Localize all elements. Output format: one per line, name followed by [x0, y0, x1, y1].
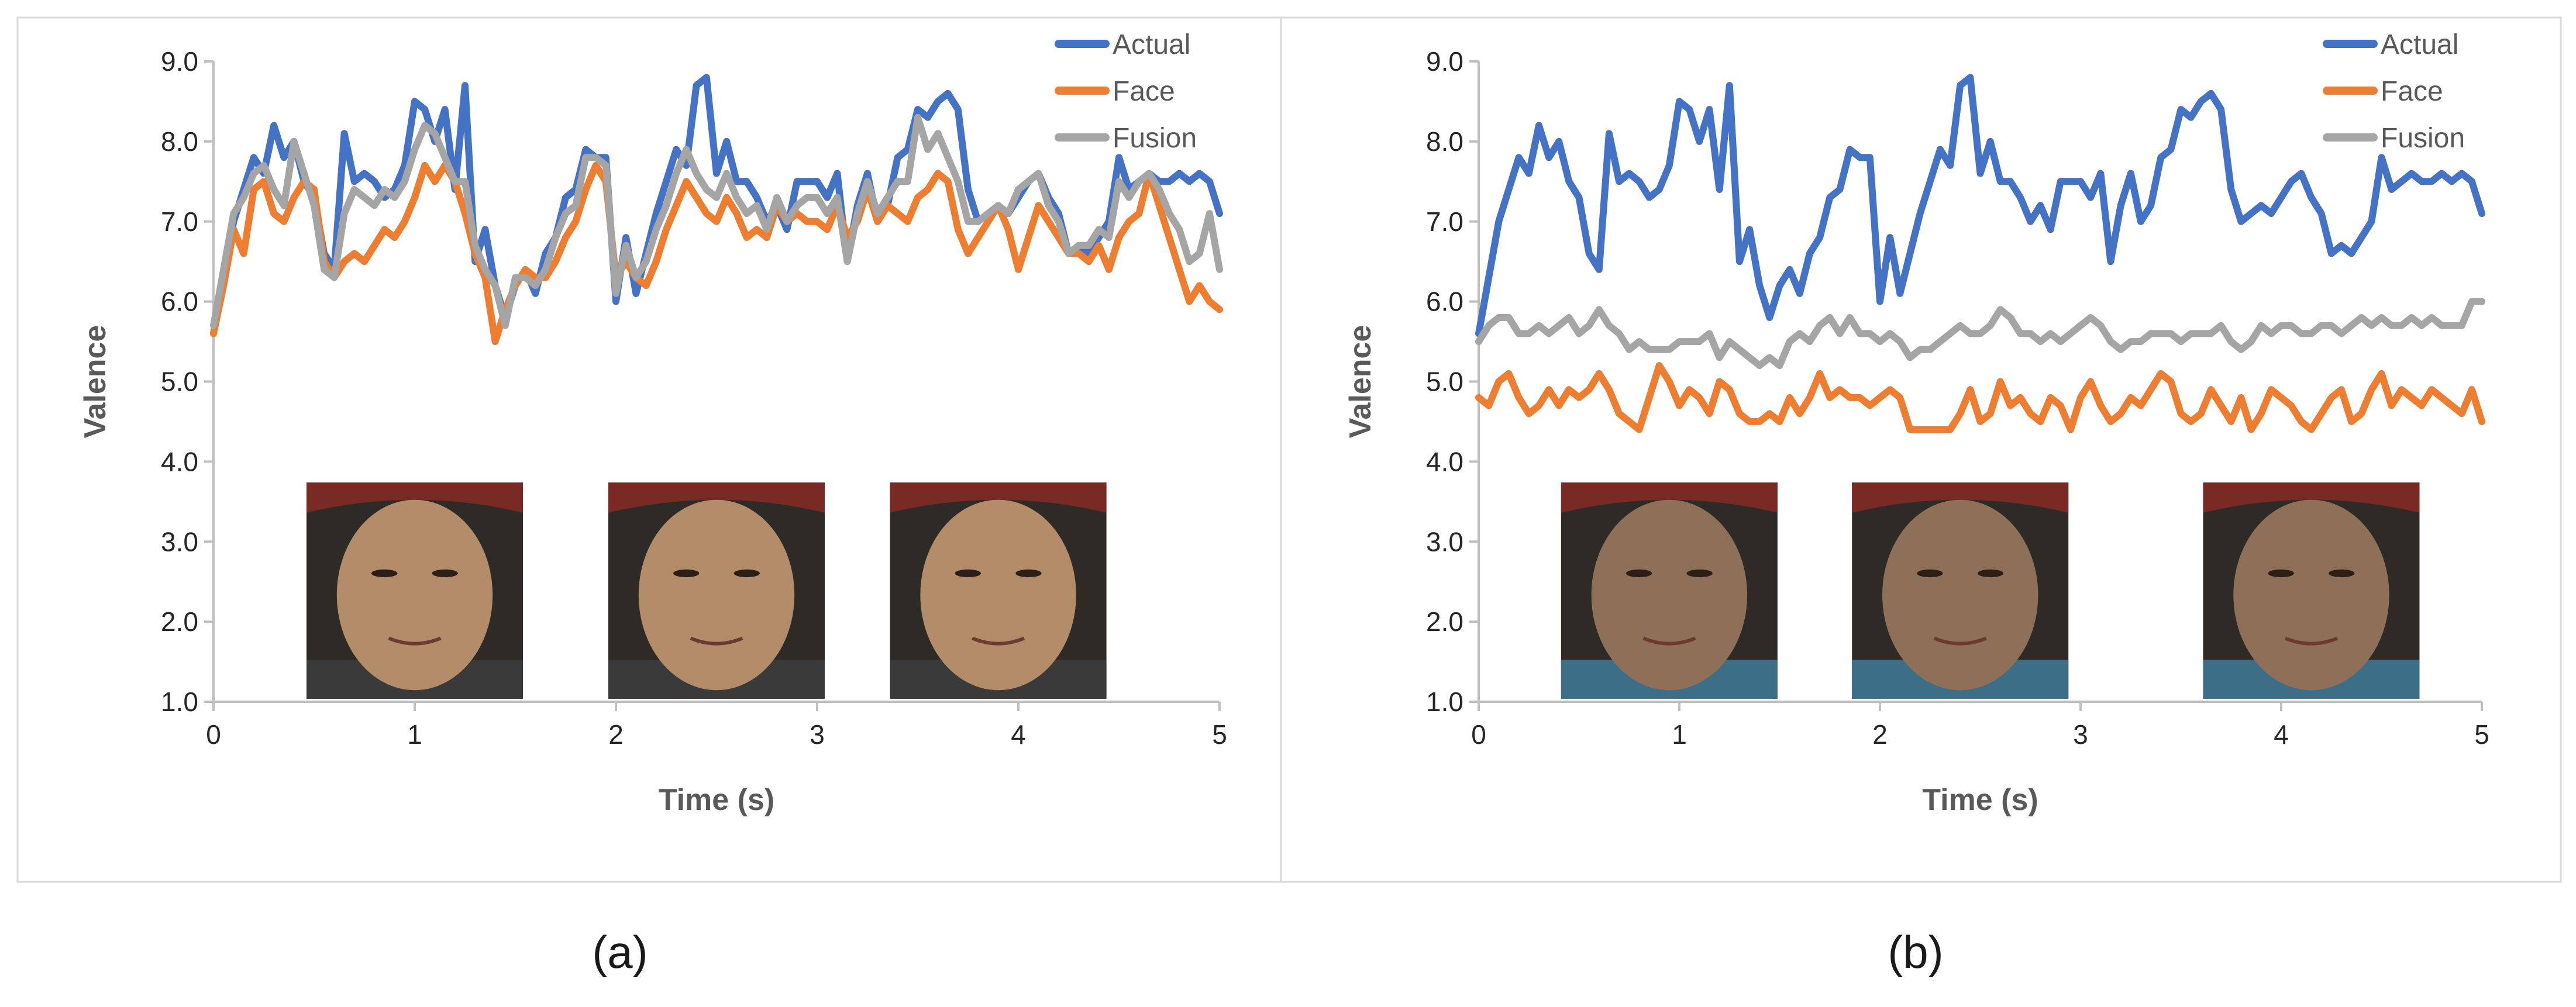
y-tick-label: 6.0	[161, 287, 198, 317]
right-eye	[733, 569, 760, 578]
legend-label-face: Face	[1113, 76, 1175, 107]
panel-frame	[1280, 16, 2562, 883]
face-shape	[1882, 499, 2038, 691]
left-eye	[1917, 569, 1943, 578]
mouth	[388, 636, 442, 646]
face-thumbnail	[890, 482, 1107, 699]
y-tick-label: 3.0	[161, 526, 198, 557]
left-eye	[955, 569, 982, 578]
left-eye	[371, 569, 398, 578]
y-tick-label: 5.0	[1426, 367, 1463, 397]
x-tick-label: 1	[407, 719, 422, 750]
chart-panel-a: 1.0 2.0 3.0 4.0 5.0 6.0 7.0 8.0 9.0 0 1 2 3 4 5 Time (s…	[16, 16, 1282, 978]
x-tick-label: 0	[206, 719, 221, 750]
mouth	[1642, 636, 1696, 646]
mouth	[690, 636, 743, 646]
y-axis-title: Valence	[1344, 325, 1377, 439]
y-tick-label: 3.0	[1426, 526, 1463, 557]
headband	[306, 482, 523, 513]
right-eye	[1977, 569, 2004, 578]
y-tick-label: 7.0	[1426, 206, 1463, 237]
y-tick-label: 2.0	[1426, 606, 1463, 637]
right-eye	[2329, 569, 2355, 578]
panel-caption: (a)	[592, 926, 648, 978]
headband	[1561, 482, 1778, 513]
x-axis-title: Time (s)	[1922, 783, 2038, 817]
right-eye	[432, 569, 458, 578]
x-tick-label: 3	[810, 719, 825, 750]
mouth	[2284, 636, 2339, 646]
panel-frame	[16, 16, 1282, 883]
x-axis-title: Time (s)	[659, 783, 774, 817]
y-tick-label: 8.0	[161, 126, 198, 157]
face-thumbnail	[608, 482, 825, 699]
face-thumbnail	[306, 482, 523, 699]
legend-label-actual: Actual	[2381, 29, 2458, 60]
y-axis-title: Valence	[78, 325, 112, 439]
headband	[890, 482, 1107, 513]
legend-label-fusion: Fusion	[2381, 123, 2465, 154]
series-line-fusion	[1475, 298, 2485, 370]
x-tick-label: 5	[2474, 719, 2489, 750]
chart-panel-b: 1.0 2.0 3.0 4.0 5.0 6.0 7.0 8.0 9.0 0 1 2 3 4 5 Time (s…	[1280, 16, 2562, 978]
face-shape	[336, 499, 493, 691]
mouth	[1933, 636, 1987, 646]
y-tick-label: 1.0	[1426, 687, 1463, 717]
y-tick-label: 9.0	[1426, 46, 1463, 77]
face-shape	[1591, 499, 1748, 691]
face-shape	[638, 499, 795, 691]
panel-caption: (b)	[1888, 926, 1943, 978]
x-tick-label: 3	[2073, 719, 2088, 750]
series-line-face	[1475, 362, 2485, 433]
legend-label-actual: Actual	[1113, 29, 1190, 60]
headband	[608, 482, 825, 513]
legend-label-fusion: Fusion	[1113, 123, 1197, 154]
y-tick-label: 1.0	[161, 687, 198, 717]
left-eye	[673, 569, 700, 578]
face-thumbnail	[1561, 482, 1778, 699]
x-tick-label: 0	[1471, 719, 1486, 750]
series-line-face	[210, 161, 1223, 346]
x-tick-label: 4	[1011, 719, 1026, 750]
x-tick-label: 5	[1212, 719, 1227, 750]
y-tick-label: 9.0	[161, 46, 198, 77]
left-eye	[2268, 569, 2294, 578]
headband	[2203, 482, 2420, 513]
face-thumbnail	[2203, 482, 2420, 699]
left-eye	[1626, 569, 1652, 578]
x-tick-label: 4	[2274, 719, 2289, 750]
y-tick-label: 8.0	[1426, 126, 1463, 157]
mouth	[972, 636, 1025, 646]
headband	[1852, 482, 2069, 513]
right-eye	[1686, 569, 1713, 578]
face-thumbnail	[1852, 482, 2069, 699]
y-tick-label: 4.0	[161, 446, 198, 477]
y-tick-label: 2.0	[161, 606, 198, 637]
y-tick-label: 4.0	[1426, 446, 1463, 477]
x-tick-label: 2	[608, 719, 624, 750]
right-eye	[1015, 569, 1042, 578]
y-tick-label: 6.0	[1426, 287, 1463, 317]
x-tick-label: 2	[1872, 719, 1888, 750]
face-shape	[2233, 499, 2389, 691]
series-line-fusion	[210, 113, 1223, 329]
series-line-actual	[1475, 74, 2485, 337]
face-shape	[920, 499, 1076, 691]
y-tick-label: 5.0	[161, 367, 198, 397]
y-tick-label: 7.0	[161, 206, 198, 237]
legend-label-face: Face	[2381, 76, 2443, 107]
x-tick-label: 1	[1672, 719, 1687, 750]
